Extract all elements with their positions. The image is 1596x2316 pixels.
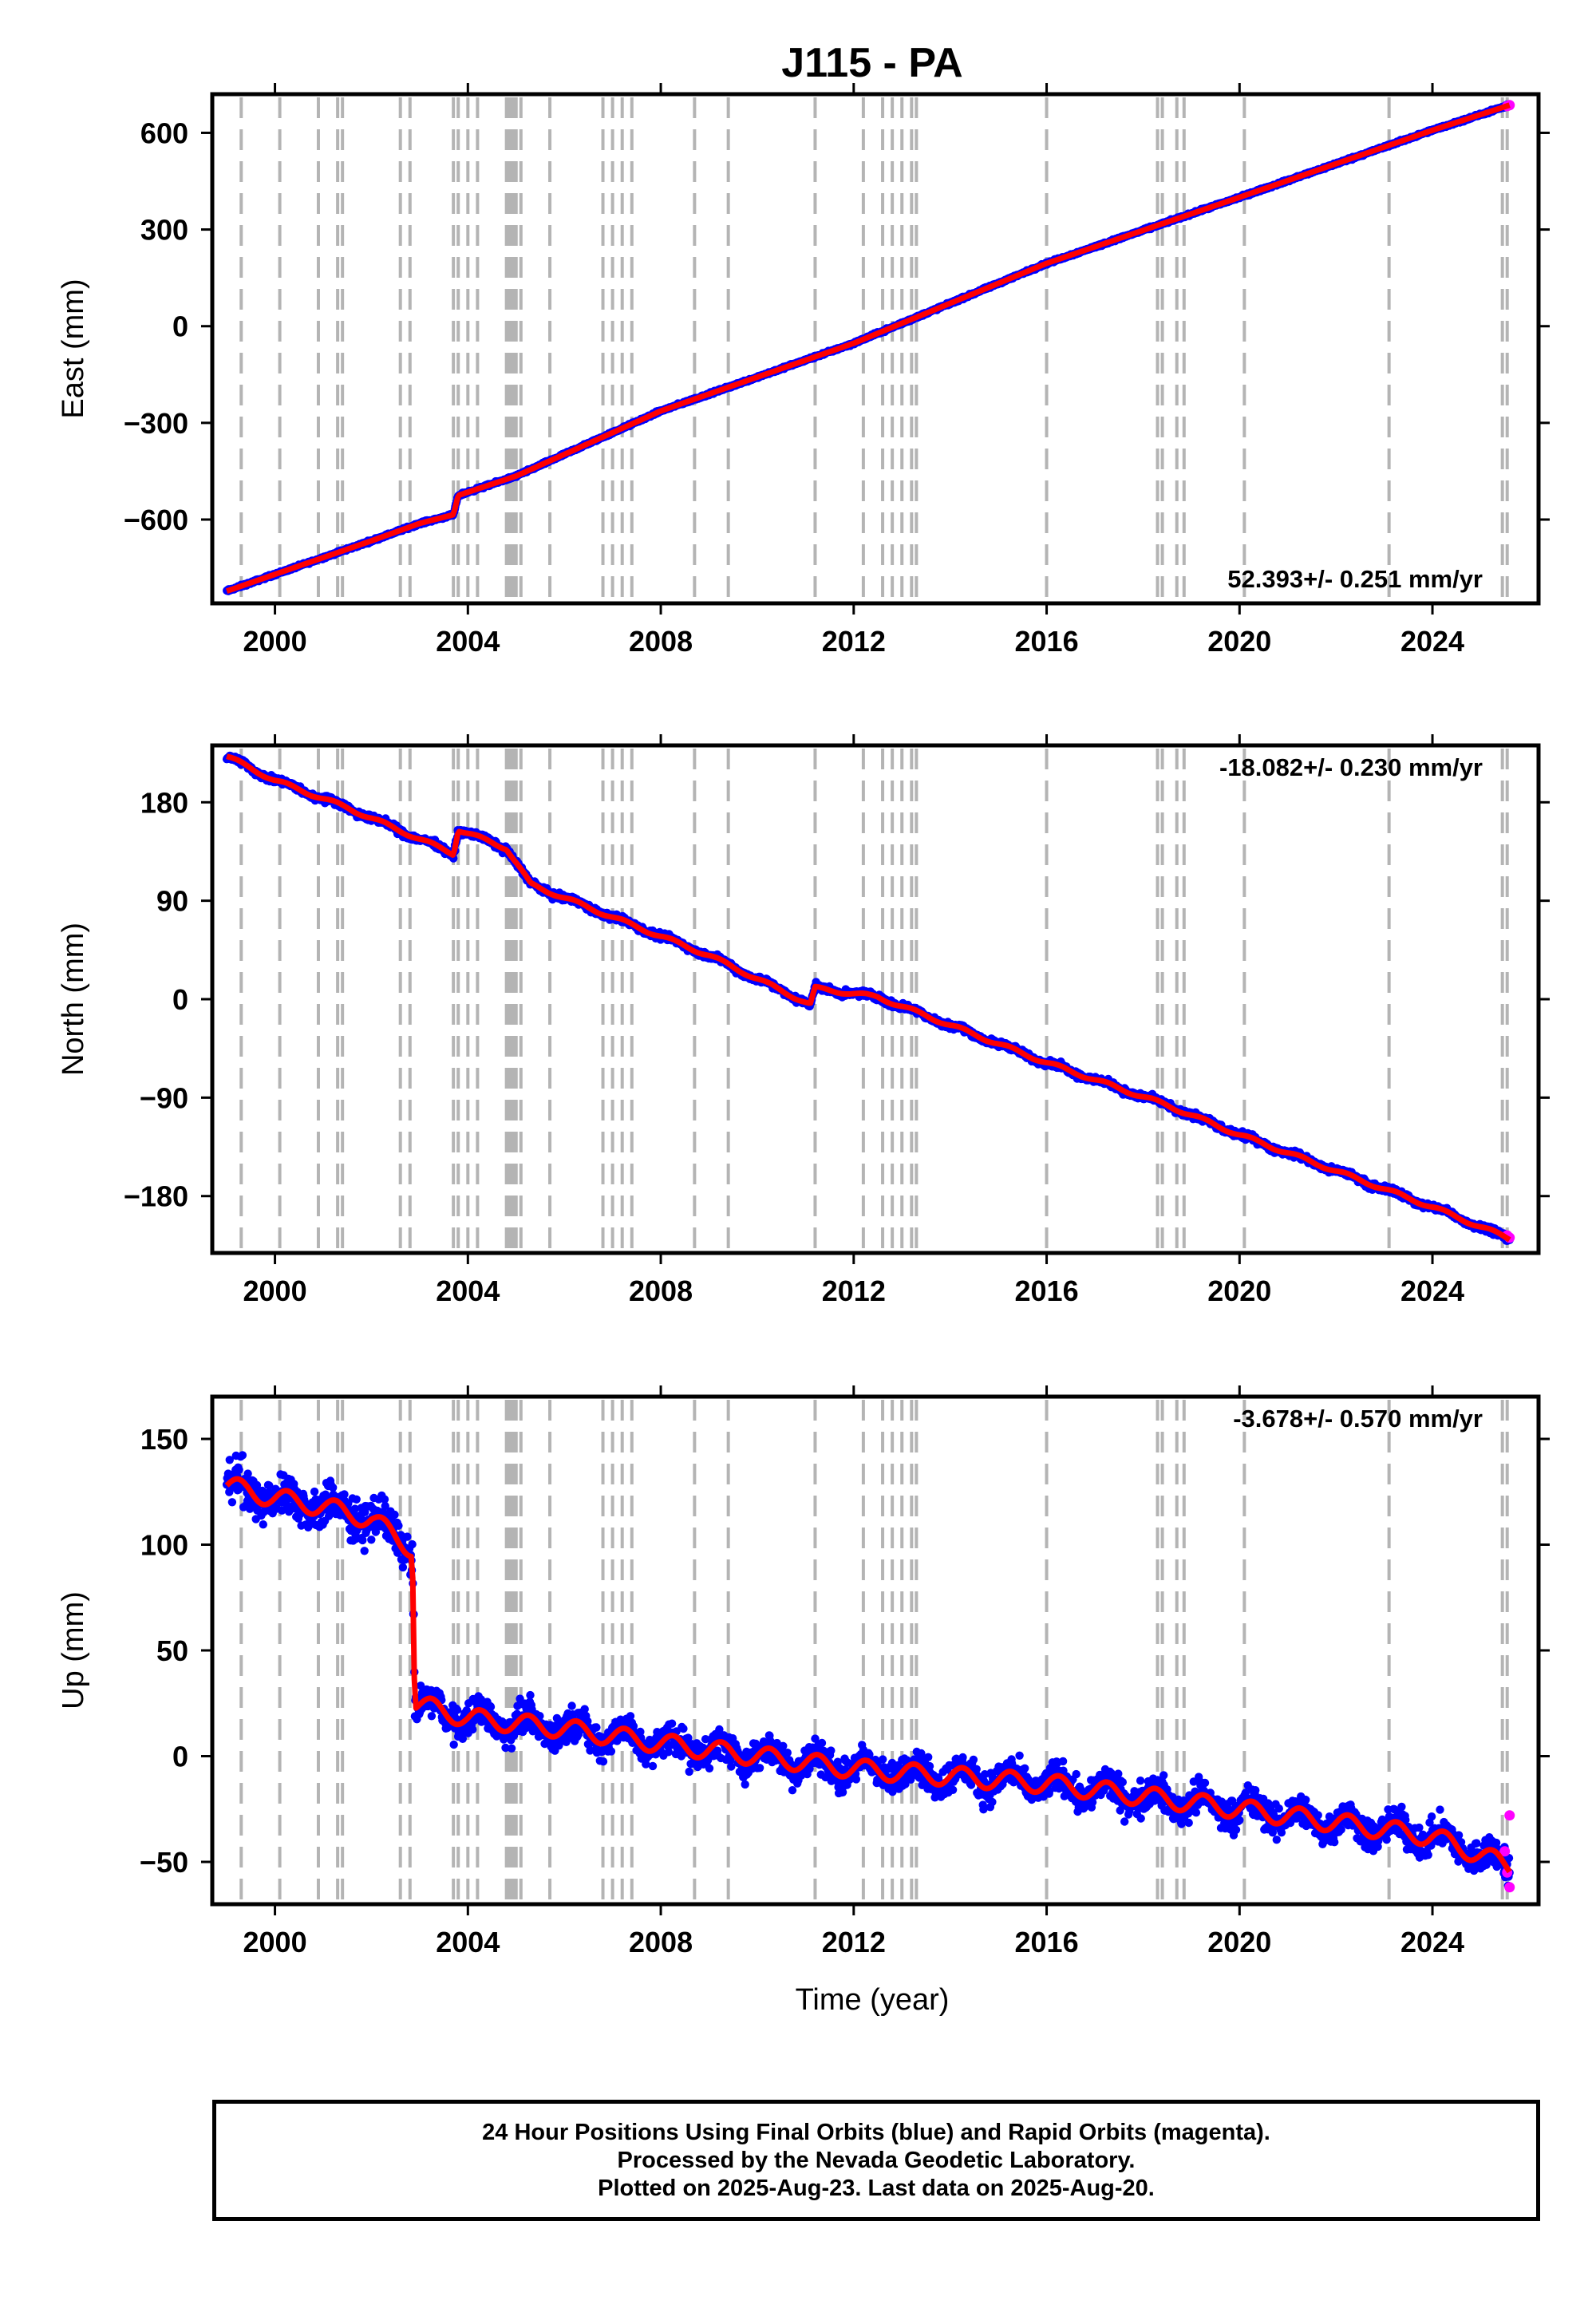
panels: 2000 2004 2008 2012 2016 2020 2024 −600 −300 0 300…: [57, 83, 1550, 1958]
y-tick-label: 0: [172, 310, 188, 343]
y-axis-label: East (mm): [57, 279, 90, 418]
final-orbit-points: [222, 751, 1514, 1246]
x-tick-label: 2012: [822, 625, 886, 658]
x-tick-label: 2000: [243, 625, 307, 658]
model-fit-line: [225, 102, 1511, 595]
y-tick-label: 600: [140, 117, 188, 149]
velocity-label: 52.393+/- 0.251 mm/yr: [1227, 565, 1483, 593]
panel-east: 2000 2004 2008 2012 2016 2020 2024 −600 −300 0 300…: [57, 83, 1550, 658]
y-tick-label: −600: [124, 504, 188, 536]
panel-north: 2000 2004 2008 2012 2016 2020 2024−180−9009018…: [57, 734, 1550, 1307]
y-tick-label: −300: [124, 407, 188, 440]
x-tick-label: 2004: [436, 625, 500, 658]
x-tick-label: 2008: [629, 625, 693, 658]
x-tick-label: 2020: [1207, 625, 1271, 658]
y-tick-label: 300: [140, 214, 188, 247]
x-tick-label: 2016: [1015, 625, 1079, 658]
chart-title: J115 - PA: [781, 40, 962, 86]
x-tick-label: 2024: [1400, 625, 1464, 658]
final-orbit-points: [223, 100, 1514, 595]
